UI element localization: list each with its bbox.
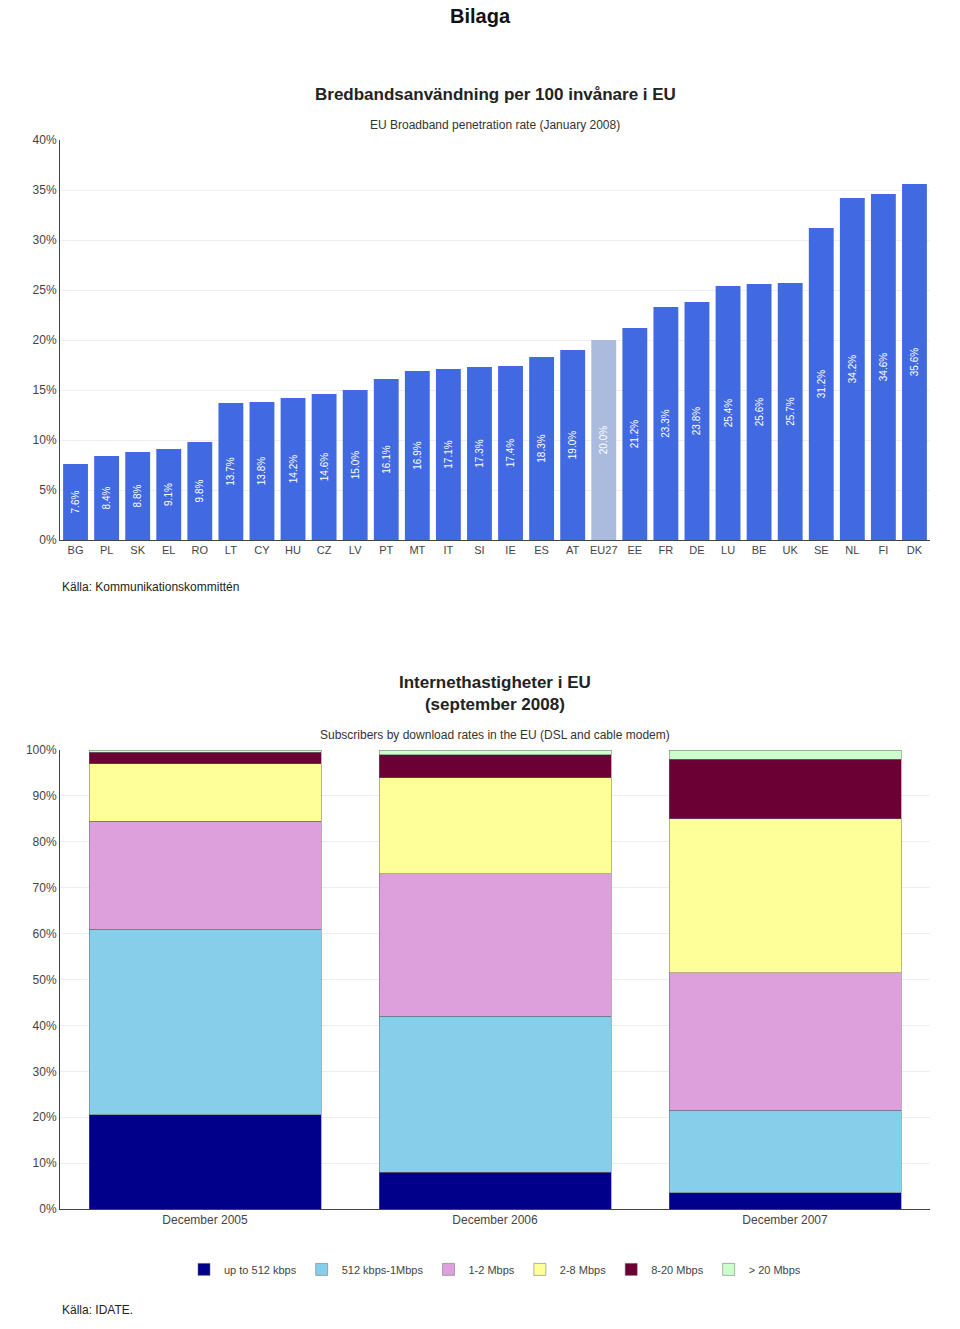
svg-text:> 20 Mbps: > 20 Mbps xyxy=(749,1264,801,1276)
svg-text:SI: SI xyxy=(474,544,484,556)
svg-text:10%: 10% xyxy=(33,433,57,447)
svg-text:23.3%: 23.3% xyxy=(660,409,671,437)
svg-text:0%: 0% xyxy=(39,533,57,547)
svg-text:LU: LU xyxy=(721,544,735,556)
svg-text:NL: NL xyxy=(845,544,859,556)
svg-text:December 2005: December 2005 xyxy=(162,1213,248,1227)
svg-text:40%: 40% xyxy=(33,133,57,147)
svg-text:512 kbps-1Mbps: 512 kbps-1Mbps xyxy=(342,1264,424,1276)
svg-text:40%: 40% xyxy=(33,1019,57,1033)
svg-text:Bilaga: Bilaga xyxy=(450,5,511,27)
svg-text:8.4%: 8.4% xyxy=(101,487,112,510)
svg-text:17.1%: 17.1% xyxy=(443,440,454,468)
svg-text:UK: UK xyxy=(783,544,799,556)
svg-text:Subscribers by download rates: Subscribers by download rates in the EU … xyxy=(320,728,670,742)
svg-text:2-8 Mbps: 2-8 Mbps xyxy=(560,1264,606,1276)
svg-text:HU: HU xyxy=(285,544,301,556)
svg-text:50%: 50% xyxy=(33,973,57,987)
svg-text:CY: CY xyxy=(254,544,270,556)
svg-text:16.1%: 16.1% xyxy=(381,445,392,473)
svg-text:EU27: EU27 xyxy=(590,544,618,556)
svg-text:70%: 70% xyxy=(33,881,57,895)
svg-text:December 2007: December 2007 xyxy=(742,1213,828,1227)
svg-text:34.2%: 34.2% xyxy=(847,355,858,383)
svg-text:14.6%: 14.6% xyxy=(319,453,330,481)
svg-text:LT: LT xyxy=(225,544,237,556)
svg-text:FR: FR xyxy=(659,544,674,556)
svg-text:9.1%: 9.1% xyxy=(163,483,174,506)
svg-text:8.8%: 8.8% xyxy=(132,485,143,508)
svg-text:13.8%: 13.8% xyxy=(256,457,267,485)
svg-text:up to 512 kbps: up to 512 kbps xyxy=(224,1264,297,1276)
svg-text:PL: PL xyxy=(100,544,113,556)
svg-text:5%: 5% xyxy=(39,483,57,497)
svg-text:16.9%: 16.9% xyxy=(412,441,423,469)
svg-text:30%: 30% xyxy=(33,233,57,247)
svg-text:19.0%: 19.0% xyxy=(567,431,578,459)
svg-text:18.3%: 18.3% xyxy=(536,434,547,462)
svg-text:35%: 35% xyxy=(33,183,57,197)
svg-text:20%: 20% xyxy=(33,333,57,347)
svg-text:DE: DE xyxy=(689,544,704,556)
svg-text:Internethastigheter i EU(septe: Internethastigheter i EU(september 2008) xyxy=(399,673,591,714)
svg-text:LV: LV xyxy=(349,544,362,556)
svg-text:15%: 15% xyxy=(33,383,57,397)
svg-text:25.6%: 25.6% xyxy=(754,398,765,426)
svg-text:34.6%: 34.6% xyxy=(878,353,889,381)
svg-text:Källa: Kommunikationskommittén: Källa: Kommunikationskommittén xyxy=(62,580,239,594)
svg-text:December 2006: December 2006 xyxy=(452,1213,538,1227)
svg-text:60%: 60% xyxy=(33,927,57,941)
svg-text:0%: 0% xyxy=(39,1202,57,1216)
svg-text:AT: AT xyxy=(566,544,580,556)
svg-text:25.7%: 25.7% xyxy=(785,397,796,425)
svg-text:10%: 10% xyxy=(33,1156,57,1170)
svg-text:17.3%: 17.3% xyxy=(474,439,485,467)
svg-text:FI: FI xyxy=(878,544,888,556)
svg-text:SE: SE xyxy=(814,544,829,556)
svg-text:SK: SK xyxy=(130,544,145,556)
svg-text:80%: 80% xyxy=(33,835,57,849)
svg-text:8-20 Mbps: 8-20 Mbps xyxy=(651,1264,703,1276)
svg-text:IE: IE xyxy=(505,544,515,556)
svg-text:CZ: CZ xyxy=(317,544,332,556)
svg-text:25%: 25% xyxy=(33,283,57,297)
svg-text:13.7%: 13.7% xyxy=(225,457,236,485)
svg-text:14.2%: 14.2% xyxy=(288,455,299,483)
svg-text:BG: BG xyxy=(68,544,84,556)
svg-text:ES: ES xyxy=(534,544,549,556)
svg-text:15.0%: 15.0% xyxy=(350,451,361,479)
svg-text:1-2 Mbps: 1-2 Mbps xyxy=(468,1264,514,1276)
svg-text:20%: 20% xyxy=(33,1110,57,1124)
svg-text:31.2%: 31.2% xyxy=(816,370,827,398)
svg-text:Bredbandsanvändning per 100 in: Bredbandsanvändning per 100 invånare i E… xyxy=(315,85,676,104)
svg-text:MT: MT xyxy=(409,544,425,556)
svg-text:35.6%: 35.6% xyxy=(909,348,920,376)
svg-text:25.4%: 25.4% xyxy=(723,399,734,427)
svg-text:EE: EE xyxy=(627,544,642,556)
svg-text:20.0%: 20.0% xyxy=(598,426,609,454)
svg-text:23.8%: 23.8% xyxy=(691,407,702,435)
svg-text:PT: PT xyxy=(379,544,393,556)
svg-text:30%: 30% xyxy=(33,1065,57,1079)
svg-text:7.6%: 7.6% xyxy=(70,491,81,514)
svg-text:BE: BE xyxy=(752,544,767,556)
svg-text:17.4%: 17.4% xyxy=(505,439,516,467)
svg-text:90%: 90% xyxy=(33,789,57,803)
svg-text:9.8%: 9.8% xyxy=(194,480,205,503)
svg-text:RO: RO xyxy=(192,544,209,556)
svg-text:Källa: IDATE.: Källa: IDATE. xyxy=(62,1303,133,1317)
svg-text:EU Broadband penetration rate: EU Broadband penetration rate (January 2… xyxy=(370,118,620,132)
svg-text:100%: 100% xyxy=(26,743,57,757)
svg-text:21.2%: 21.2% xyxy=(629,420,640,448)
svg-text:IT: IT xyxy=(443,544,453,556)
svg-text:DK: DK xyxy=(907,544,923,556)
svg-text:EL: EL xyxy=(162,544,175,556)
